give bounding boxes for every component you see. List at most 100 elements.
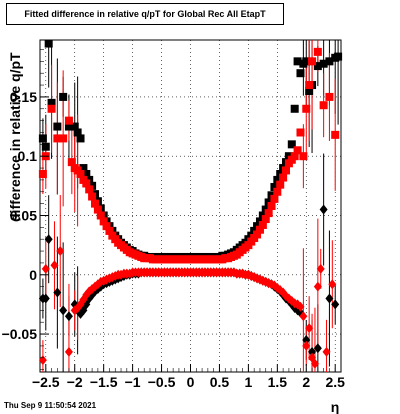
x-tick-label: −0.5 [148,374,176,390]
data-point-square [64,122,73,131]
timestamp: Thu Sep 9 11:50:54 2021 [4,401,97,410]
data-point-square [59,92,68,101]
data-point-square [93,205,102,214]
data-point-square [302,104,311,113]
data-point-diamond [56,246,65,257]
data-point-diamond [41,263,50,274]
data-point-square [99,217,108,226]
data-point-square [44,39,53,48]
data-point-square [325,92,334,101]
data-point-square [253,230,262,239]
data-point-diamond [59,305,68,316]
data-point-square [270,194,279,203]
data-point-diamond [44,234,53,245]
data-point-square [76,134,85,143]
data-point-square [258,220,267,229]
data-point-square [255,225,264,234]
data-point-square [261,215,270,224]
x-tick-label: −1 [125,374,141,390]
data-point-square [70,122,79,131]
data-point-square [287,140,296,149]
data-point-square [279,173,288,182]
data-point-diamond [310,358,319,369]
data-marks [38,39,343,369]
x-tick-label: 0.5 [210,374,230,390]
x-tick-label: 2 [302,374,310,390]
data-point-square [76,169,85,178]
data-point-diamond [328,279,337,290]
x-tick-label: 1.5 [268,374,288,390]
data-point-diamond [302,340,311,351]
data-point-diamond [64,346,73,357]
data-point-square [47,98,56,107]
data-point-square [334,52,343,61]
data-point-square [325,57,334,66]
data-point-diamond [322,346,331,357]
data-point-square [41,142,50,151]
data-point-square [305,81,314,90]
data-point-diamond [296,301,305,312]
data-point-square [270,183,279,192]
data-point-square [299,152,308,161]
data-point-square [102,222,111,231]
y-tick-label: −0.05 [2,326,38,342]
x-tick-label: 1 [244,374,252,390]
data-point-diamond [302,334,311,345]
data-point-square [282,166,291,175]
data-point-square [79,164,88,173]
y-tick-label: 0.05 [10,207,37,223]
data-point-square [296,69,305,78]
data-point-diamond [308,346,317,357]
data-point-square [302,57,311,66]
data-point-diamond [305,323,314,334]
data-point-square [273,175,282,184]
data-point-square [73,128,82,137]
data-point-diamond [53,287,62,298]
data-point-square [38,134,47,143]
data-point-square [296,128,305,137]
x-tick-label: −2.5 [32,374,60,390]
axes: −2.5 −2 −1.5 −1 −0.5 0 0.5 1 1.5 2 2.5 −0.05 0 0.05 0.… [2,49,345,390]
data-point-square [82,169,91,178]
data-point-diamond [41,293,50,304]
data-point-diamond [331,299,340,310]
data-point-square [267,202,276,210]
data-point-square [293,146,302,155]
data-point-square [290,104,299,113]
data-point-diamond [313,281,322,292]
data-point-square [305,86,314,95]
plot-frame [39,39,342,373]
data-point-square [47,104,56,113]
y-tick-label: 0.1 [18,148,38,164]
data-point-square [331,130,340,139]
data-point-square [313,62,322,71]
data-point-square [90,199,99,208]
data-point-square [313,47,322,56]
data-point-square [273,187,282,196]
data-point-diamond [299,311,308,322]
data-point-square [85,185,94,194]
data-point-diamond [316,263,325,274]
data-point-square [53,134,62,143]
y-tick-label: 0 [29,267,37,283]
data-point-square [319,101,328,110]
data-point-square [64,116,73,125]
data-point-square [38,169,47,178]
data-point-square [276,180,285,189]
chart-title: Fitted difference in relative q/pT for G… [6,3,284,25]
data-point-square [105,226,114,235]
y-tick-label: 0.15 [10,89,37,105]
data-point-diamond [50,260,59,271]
y-axis-title: difference in relative q/pT [7,52,23,222]
data-point-square [293,57,302,66]
data-point-square [96,211,105,220]
data-point-square [319,59,328,68]
data-point-diamond [319,204,328,215]
data-point-diamond [325,293,334,304]
data-point-square [82,179,91,188]
data-point-square [308,57,317,66]
x-tick-label: 2.5 [325,374,345,390]
data-point-square [264,209,273,218]
data-point-square [67,158,76,167]
